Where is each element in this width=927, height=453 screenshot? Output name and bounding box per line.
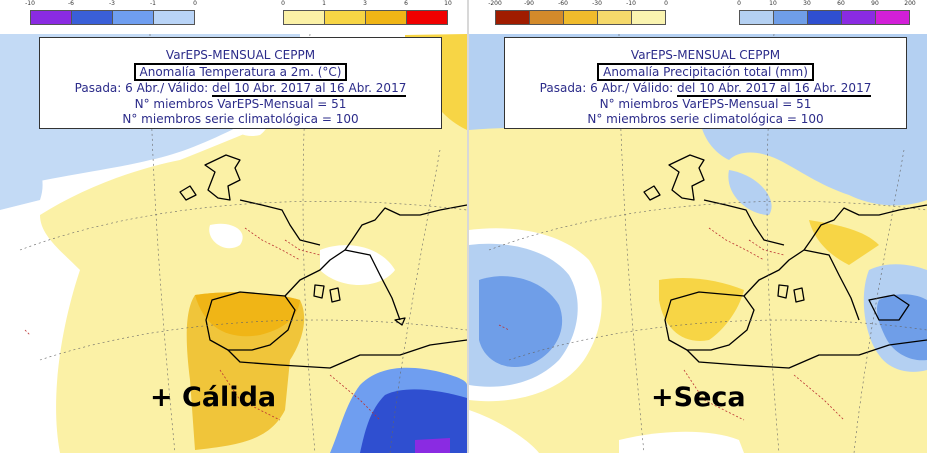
system-name: VarEPS-MENSUAL CEPPM — [165, 48, 316, 62]
colorbar-cold-tick: -10 — [25, 0, 35, 7]
colorbar-wet-swatch-1 — [739, 10, 774, 25]
colorbar-cold-swatch-2 — [71, 10, 113, 25]
colorbar-dry-swatch-4 — [597, 10, 632, 25]
colorbar-cold-swatch-3 — [112, 10, 154, 25]
colorbar-warm-tick: 6 — [404, 0, 408, 7]
colorbar-cold-tick: -3 — [109, 0, 115, 7]
colorbar-cold-swatch-4 — [153, 10, 195, 25]
colorbar-cold-tick: -1 — [150, 0, 156, 7]
climate-members: N° miembros serie climatológica = 100 — [122, 112, 359, 126]
colorbar-wet-tick: 0 — [737, 0, 741, 7]
colorbar-warm-swatch-1 — [283, 10, 325, 25]
variable-title: Anomalía Temperatura a 2m. (°C) — [133, 63, 348, 81]
warm-annotation: + Cálida — [150, 382, 277, 413]
colorbar-warm-swatch-3 — [365, 10, 407, 25]
colorbar-warm-swatch-2 — [324, 10, 366, 25]
colorbar-wet-tick: 90 — [871, 0, 879, 7]
colorbar-wet-swatch-3 — [807, 10, 842, 25]
colorbar-dry-tick: 0 — [664, 0, 668, 7]
panel-divider — [467, 0, 469, 453]
colorbar-warm-tick: 0 — [281, 0, 285, 7]
colorbar-warm-tick: 3 — [363, 0, 367, 7]
colorbar-dry-swatch-2 — [529, 10, 564, 25]
colorbar-wet-swatch-2 — [773, 10, 808, 25]
colorbar-warm-tick: 10 — [444, 0, 452, 7]
run-date: Pasada: 6 Abr./ Válido: — [539, 81, 678, 95]
colorbar-dry-swatch-3 — [563, 10, 598, 25]
dry-annotation: +Seca — [651, 382, 746, 413]
colorbar-dry-tick: -30 — [592, 0, 602, 7]
validity-period: del 10 Abr. 2017 al 16 Abr. 2017 — [212, 81, 407, 97]
colorbar-warm-tick: 1 — [322, 0, 326, 7]
temperature-colorbar-cold — [30, 10, 195, 25]
ensemble-members: N° miembros VarEPS-Mensual = 51 — [599, 97, 812, 111]
colorbar-wet-swatch-4 — [841, 10, 876, 25]
precipitation-colorbar-dry — [495, 10, 666, 25]
colorbar-wet-tick: 30 — [803, 0, 811, 7]
temperature-anomaly-map-panel: -10 -6 -3 -1 0 0 1 3 6 10 VarEPS-MENSUAL… — [0, 0, 467, 453]
temperature-info-box: VarEPS-MENSUAL CEPPM Anomalía Temperatur… — [39, 37, 442, 129]
precipitation-anomaly-map-panel: -200 -90 -60 -30 -10 0 0 10 30 60 90 200… — [469, 0, 927, 453]
colorbar-cold-tick: -6 — [68, 0, 74, 7]
colorbar-dry-swatch-5 — [631, 10, 666, 25]
precipitation-colorbar-wet — [739, 10, 910, 25]
precipitation-info-box: VarEPS-MENSUAL CEPPM Anomalía Precipitac… — [504, 37, 907, 129]
variable-title: Anomalía Precipitación total (mm) — [597, 63, 814, 81]
colorbar-warm-swatch-4 — [406, 10, 448, 25]
colorbar-wet-tick: 60 — [837, 0, 845, 7]
colorbar-cold-tick: 0 — [193, 0, 197, 7]
colorbar-wet-tick: 10 — [769, 0, 777, 7]
colorbar-dry-tick: -90 — [524, 0, 534, 7]
system-name: VarEPS-MENSUAL CEPPM — [630, 48, 781, 62]
validity-period: del 10 Abr. 2017 al 16 Abr. 2017 — [677, 81, 872, 97]
colorbar-dry-swatch-1 — [495, 10, 530, 25]
colorbar-dry-tick: -200 — [488, 0, 502, 7]
colorbar-wet-swatch-5 — [875, 10, 910, 25]
colorbar-dry-tick: -10 — [626, 0, 636, 7]
temperature-colorbar-warm — [283, 10, 448, 25]
run-date: Pasada: 6 Abr./ Válido: — [74, 81, 213, 95]
colorbar-cold-swatch-1 — [30, 10, 72, 25]
climate-members: N° miembros serie climatológica = 100 — [587, 112, 824, 126]
colorbar-wet-tick: 200 — [904, 0, 916, 7]
ensemble-members: N° miembros VarEPS-Mensual = 51 — [134, 97, 347, 111]
colorbar-dry-tick: -60 — [558, 0, 568, 7]
